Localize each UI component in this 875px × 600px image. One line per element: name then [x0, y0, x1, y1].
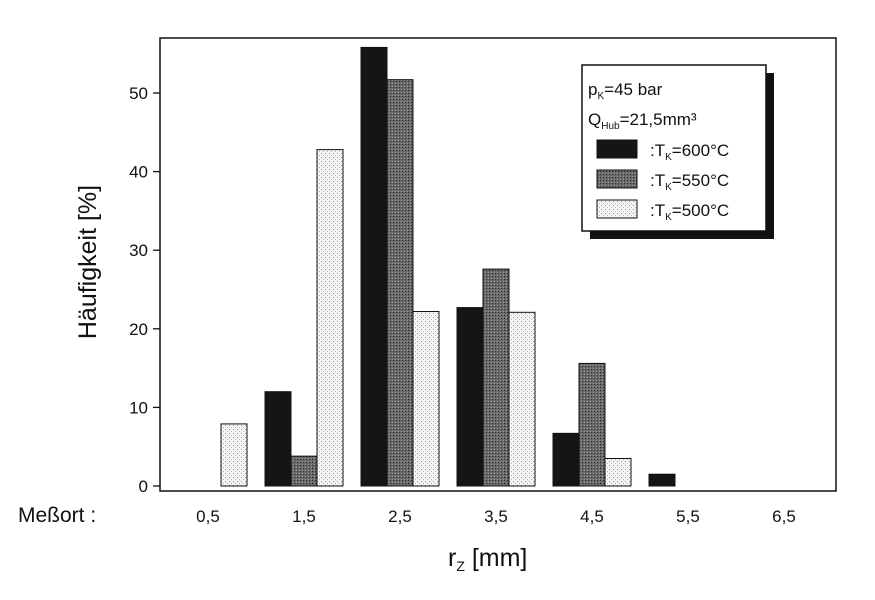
x-tick-label: 3,5 [484, 507, 508, 526]
x-axis-label-unit: [mm] [465, 544, 528, 572]
legend-stroke-volume-rest: =21,5mm³ [620, 110, 697, 129]
legend-entry-600-prefix: :T [650, 141, 665, 160]
legend-entry-550-prefix: :T [650, 171, 665, 190]
plot-area-frame [159, 37, 837, 492]
y-tick-label: 20 [129, 320, 148, 339]
legend-entry-600: :TK=600°C [650, 141, 729, 163]
legend-swatch-500 [596, 199, 638, 219]
bar [604, 457, 632, 487]
legend-entry-600-rest: =600°C [672, 141, 729, 160]
y-tick-label: 0 [139, 477, 148, 496]
bar [290, 455, 318, 487]
x-tick-label: 5,5 [676, 507, 700, 526]
x-tick-label: 0,5 [196, 507, 220, 526]
x-axis-label: rZ [mm] [448, 544, 527, 574]
legend-entry-500-rest: =500°C [672, 201, 729, 220]
x-tick-label: 1,5 [292, 507, 316, 526]
bar [220, 423, 248, 487]
x-axis-label-subscript: Z [456, 558, 465, 574]
legend-pressure: pK=45 bar [588, 80, 663, 102]
bar [578, 362, 606, 487]
legend-entry-600-sub: K [665, 152, 672, 163]
legend-stroke-volume-sub: Hub [601, 121, 620, 132]
bar [412, 311, 440, 487]
legend: pK=45 bar QHub=21,5mm³ :TK=600°C :TK=550… [581, 64, 774, 239]
bar [648, 473, 676, 487]
bar [456, 307, 484, 487]
legend-pressure-main: p [588, 80, 597, 99]
y-tick-label: 40 [129, 163, 148, 182]
x-tick-label: 4,5 [580, 507, 604, 526]
legend-stroke-volume-main: Q [588, 110, 601, 129]
legend-entry-500: :TK=500°C [650, 201, 729, 223]
y-tick-label: 30 [129, 241, 148, 260]
x-axis: 0,5 1,5 2,5 3,5 4,5 5,5 6,5 [196, 507, 796, 526]
bar [386, 79, 414, 487]
y-tick-label: 10 [129, 398, 148, 417]
bar [264, 391, 292, 487]
y-tick-label: 50 [129, 84, 148, 103]
legend-swatch-550 [596, 169, 638, 189]
legend-entry-550: :TK=550°C [650, 171, 729, 193]
legend-entry-550-sub: K [665, 182, 672, 193]
measurement-location-label: Meßort : [18, 504, 96, 527]
bars-group [220, 46, 676, 487]
bar [482, 268, 510, 487]
legend-entry-550-rest: =550°C [672, 171, 729, 190]
legend-pressure-rest: =45 bar [604, 80, 662, 99]
bar [316, 149, 344, 487]
legend-entry-500-prefix: :T [650, 201, 665, 220]
y-axis-label: Häufigkeit [%] [74, 185, 102, 339]
y-axis: 0 10 20 30 40 50 [129, 84, 160, 496]
legend-pressure-sub: K [597, 91, 604, 102]
x-tick-label: 6,5 [772, 507, 796, 526]
bar [552, 432, 580, 487]
x-tick-label: 2,5 [388, 507, 412, 526]
legend-entry-500-sub: K [665, 212, 672, 223]
bar [360, 46, 388, 487]
legend-stroke-volume: QHub=21,5mm³ [588, 110, 697, 132]
bar [508, 311, 536, 487]
legend-swatch-600 [596, 139, 638, 159]
x-axis-label-main: r [448, 544, 456, 572]
